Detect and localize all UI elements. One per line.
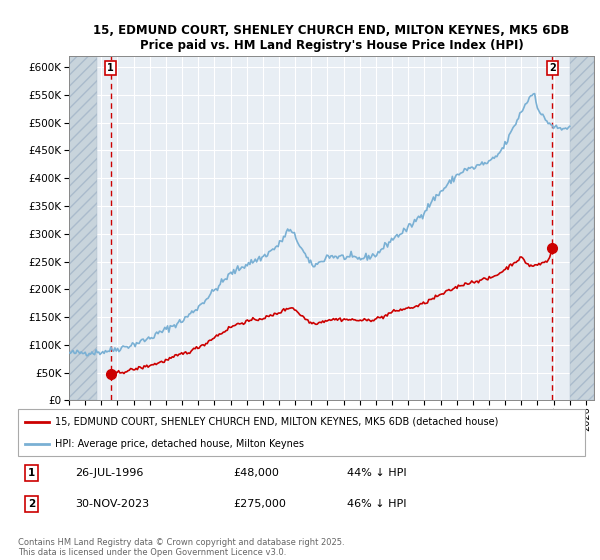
Text: Contains HM Land Registry data © Crown copyright and database right 2025.
This d: Contains HM Land Registry data © Crown c… — [18, 538, 344, 557]
Text: 1: 1 — [28, 468, 35, 478]
Text: 44% ↓ HPI: 44% ↓ HPI — [347, 468, 406, 478]
Text: 2: 2 — [549, 63, 556, 73]
Text: 1: 1 — [107, 63, 114, 73]
Text: 30-NOV-2023: 30-NOV-2023 — [75, 500, 149, 509]
Text: HPI: Average price, detached house, Milton Keynes: HPI: Average price, detached house, Milt… — [55, 438, 304, 449]
Title: 15, EDMUND COURT, SHENLEY CHURCH END, MILTON KEYNES, MK5 6DB
Price paid vs. HM L: 15, EDMUND COURT, SHENLEY CHURCH END, MI… — [94, 24, 569, 52]
Text: £275,000: £275,000 — [233, 500, 286, 509]
Bar — [69, 56, 97, 400]
Text: 26-JUL-1996: 26-JUL-1996 — [75, 468, 143, 478]
Text: £48,000: £48,000 — [233, 468, 280, 478]
Text: 15, EDMUND COURT, SHENLEY CHURCH END, MILTON KEYNES, MK5 6DB (detached house): 15, EDMUND COURT, SHENLEY CHURCH END, MI… — [55, 417, 498, 427]
Text: 46% ↓ HPI: 46% ↓ HPI — [347, 500, 406, 509]
Text: 2: 2 — [28, 500, 35, 509]
Bar — [570, 56, 594, 400]
FancyBboxPatch shape — [18, 409, 585, 456]
